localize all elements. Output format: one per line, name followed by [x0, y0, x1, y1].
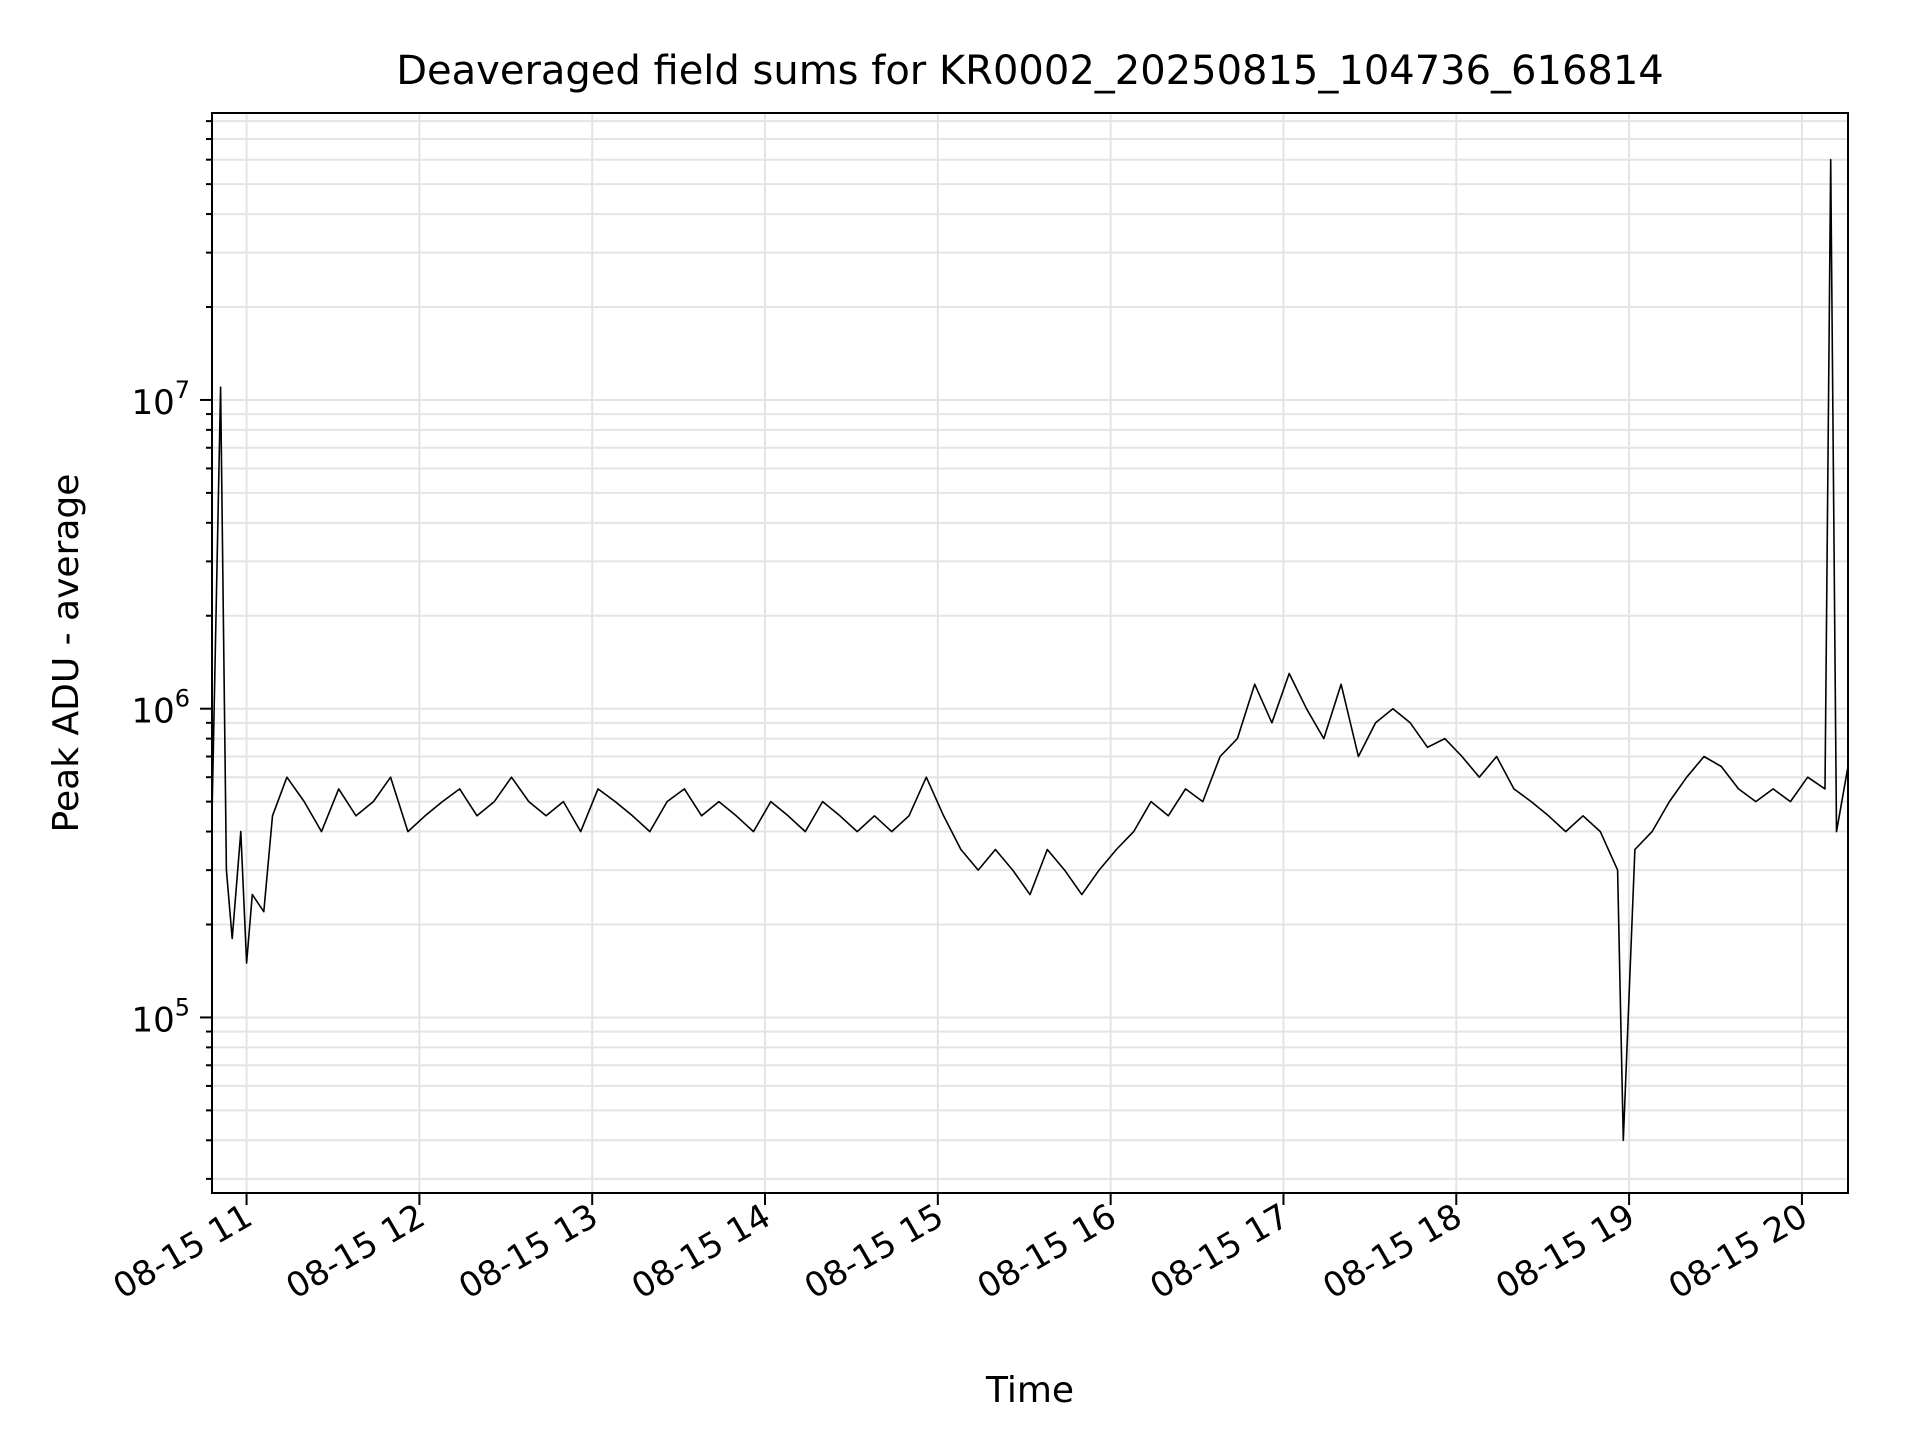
chart-title: Deaveraged field sums for KR0002_2025081…: [396, 48, 1664, 94]
series-line: [211, 158, 1849, 1142]
y-tick-label: 105: [131, 993, 190, 1040]
axes-frame: [211, 112, 1849, 1194]
line-layer: [211, 158, 1849, 1142]
y-tick-label: 106: [131, 685, 190, 732]
y-axis-label: Peak ADU - average: [46, 474, 87, 833]
x-axis-label: Time: [985, 1370, 1074, 1411]
y-tick-label: 107: [131, 376, 190, 423]
grid-layer: [212, 113, 1848, 1193]
